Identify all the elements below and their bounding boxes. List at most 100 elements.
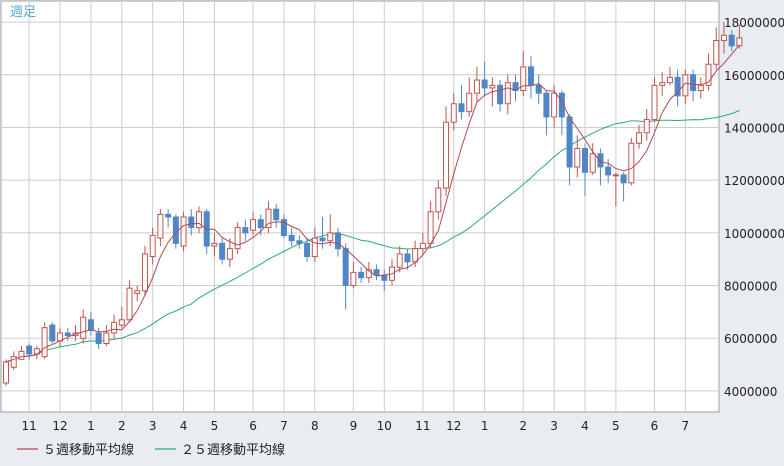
candle-up — [10, 356, 17, 368]
x-tick-label: 10 — [377, 419, 392, 433]
candle-up — [443, 121, 450, 189]
gridlines — [1, 1, 719, 412]
candle-up — [18, 350, 25, 360]
candle-down — [273, 208, 280, 221]
x-tick-label: 12 — [446, 419, 461, 433]
x-tick-label: 11 — [415, 419, 430, 433]
candle-up — [157, 213, 164, 239]
candle-down — [26, 345, 33, 355]
candle-down — [219, 242, 226, 260]
candle-down — [288, 234, 295, 242]
candle-down — [95, 332, 102, 345]
candle-down — [280, 219, 287, 236]
candle-up — [651, 84, 658, 121]
candle-up — [636, 132, 643, 144]
candle-up — [551, 92, 558, 118]
candle-up — [211, 242, 218, 247]
candle-down — [728, 34, 735, 47]
y-tick-label: 18000000 — [724, 16, 784, 30]
candle-down — [358, 271, 365, 279]
candle-up — [589, 153, 596, 173]
x-tick-label: 1 — [87, 419, 95, 433]
candle-down — [558, 92, 565, 118]
plot-area — [0, 0, 720, 413]
candle-up — [141, 253, 148, 292]
candle-down — [381, 274, 388, 281]
candle-up — [180, 216, 187, 247]
candle-up — [118, 319, 125, 326]
x-tick-label: 3 — [550, 419, 558, 433]
candle-up — [435, 187, 442, 213]
candle-up — [643, 119, 650, 134]
candle-down — [458, 103, 465, 113]
candle-up — [350, 271, 357, 287]
x-tick-label: 3 — [149, 419, 157, 433]
candle-down — [296, 240, 303, 244]
candle-up — [612, 174, 619, 177]
y-tick-label: 12000000 — [724, 174, 784, 188]
x-tick-label: 4 — [581, 419, 589, 433]
candles — [3, 22, 743, 386]
chart-title: 週足 — [10, 5, 36, 20]
candle-down — [49, 324, 56, 342]
candle-down — [87, 319, 94, 331]
x-tick-label: 5 — [211, 419, 219, 433]
x-tick-label: 6 — [651, 419, 659, 433]
candle-up — [327, 232, 334, 242]
candle-down — [605, 166, 612, 176]
y-tick-label: 4000000 — [724, 385, 777, 399]
candle-down — [334, 232, 341, 250]
candle-up — [628, 142, 635, 184]
candle-up — [250, 219, 257, 231]
candle-down — [582, 148, 588, 173]
candle-up — [149, 234, 156, 258]
y-tick-label: 10000000 — [724, 227, 784, 241]
x-tick-label: 4 — [180, 419, 188, 433]
x-tick-label: 7 — [682, 419, 690, 433]
candle-down — [404, 253, 411, 263]
candle-down — [690, 74, 697, 92]
legend-ma5-label: ５週移動平均線 — [43, 442, 134, 458]
x-tick-label: 2 — [519, 419, 527, 433]
candle-down — [527, 66, 534, 86]
candle-up — [705, 63, 712, 86]
candle-down — [497, 84, 504, 105]
candle-up — [311, 237, 318, 258]
candle-up — [720, 34, 727, 42]
candle-up — [412, 248, 419, 263]
candle-up — [80, 316, 87, 339]
candle-up — [450, 103, 457, 123]
candle-up — [234, 227, 241, 250]
candle-down — [257, 219, 264, 229]
ma5-line — [5, 44, 740, 363]
candle-up — [103, 332, 110, 345]
x-axis-labels: 11 12 1 2 3 4 5 6 7 8 9 10 11 12 1 2 3 4 5 6 7 — [22, 419, 690, 433]
legend: ５週移動平均線 ２５週移動平均線 — [17, 442, 285, 458]
candle-up — [682, 74, 689, 97]
x-tick-label: 9 — [350, 419, 358, 433]
candle-down — [620, 174, 627, 184]
x-tick-label: 8 — [311, 419, 319, 433]
candle-up — [736, 37, 743, 47]
candle-up — [3, 361, 9, 384]
candle-down — [597, 153, 604, 168]
candle-down — [566, 116, 573, 168]
x-tick-label: 7 — [280, 419, 288, 433]
candle-down — [674, 76, 681, 97]
candle-up — [41, 327, 48, 358]
candle-up — [427, 211, 434, 244]
y-tick-label: 16000000 — [724, 69, 784, 83]
candle-down — [165, 213, 172, 218]
candle-up — [196, 211, 202, 229]
candle-down — [304, 242, 311, 258]
candle-up — [713, 40, 720, 65]
candle-down — [242, 227, 249, 234]
ma5-series — [5, 44, 740, 363]
y-tick-label: 8000000 — [724, 280, 777, 294]
ma25-series — [5, 110, 740, 363]
candle-up — [126, 287, 133, 321]
candle-up — [659, 82, 666, 86]
candle-up — [574, 148, 581, 168]
